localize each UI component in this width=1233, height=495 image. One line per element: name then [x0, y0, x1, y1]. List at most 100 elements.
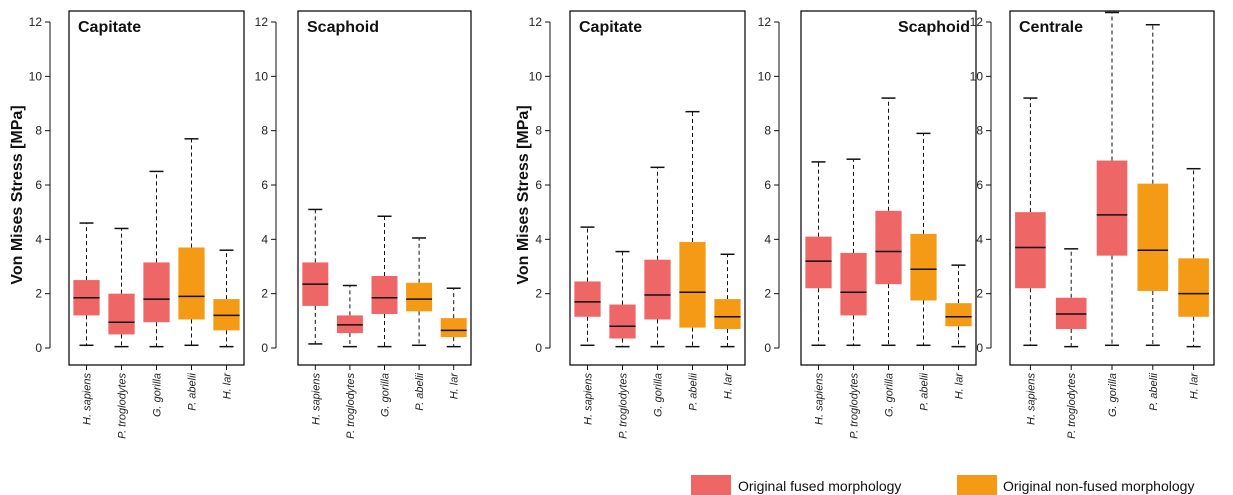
- panel-4: 0 2 4 6 8 10 12 Scaphoid H. sapiens P. troglodyte…: [758, 10, 977, 439]
- category-label: P. troglodytes: [117, 373, 129, 439]
- box-3: G. gorilla: [143, 170, 170, 417]
- y-tick-label: 2: [261, 287, 268, 301]
- panel-1: 0 2 4 6 8 10 12 Von Mises Stress [MPa] Capitate H…: [9, 10, 245, 439]
- box-iqr: [679, 242, 706, 328]
- box-3: G. gorilla: [644, 166, 671, 417]
- y-tick-label: 6: [976, 178, 983, 192]
- box-iqr: [143, 262, 170, 323]
- box-iqr: [1096, 160, 1128, 256]
- y-tick-label: 0: [976, 341, 983, 355]
- box-iqr: [875, 210, 902, 285]
- category-label: H. sapiens: [814, 373, 826, 425]
- box-iqr: [714, 299, 741, 329]
- y-tick-label: 2: [976, 287, 983, 301]
- y-tick-label: 8: [35, 124, 42, 138]
- y-tick-label: 0: [764, 341, 771, 355]
- y-tick-label: 2: [35, 287, 42, 301]
- y-tick-label: 0: [35, 341, 42, 355]
- box-iqr: [1015, 212, 1046, 289]
- box-iqr: [1137, 183, 1169, 291]
- box-4: P. abelii: [178, 138, 205, 411]
- panel-title: Capitate: [579, 19, 642, 36]
- category-label: P. troglodytes: [849, 373, 861, 439]
- panel-title: Scaphoid: [307, 19, 379, 36]
- y-tick-label: 4: [35, 232, 42, 246]
- y-axis-label: Von Mises Stress [MPa]: [515, 105, 532, 284]
- box-iqr: [840, 252, 867, 316]
- box-3: G. gorilla: [875, 97, 902, 417]
- box-5: H. lar: [440, 287, 467, 400]
- y-tick-label: 4: [976, 232, 983, 246]
- box-1: H. sapiens: [73, 222, 100, 425]
- box-2: P. troglodytes: [1055, 248, 1087, 439]
- box-4: P. abelii: [910, 132, 937, 411]
- legend: Original fused morphology Original non-fu…: [691, 475, 1194, 495]
- legend-swatch: [957, 475, 997, 495]
- category-label: H. lar: [449, 372, 461, 400]
- panel-title: Capitate: [78, 19, 141, 36]
- category-label: P. abelii: [414, 372, 426, 410]
- y-tick-label: 8: [764, 124, 771, 138]
- y-tick-label: 8: [535, 124, 542, 138]
- box-2: P. troglodytes: [336, 284, 363, 439]
- box-iqr: [1178, 258, 1209, 317]
- category-label: H. sapiens: [310, 373, 322, 425]
- category-label: H. sapiens: [583, 373, 595, 425]
- box-iqr: [644, 259, 671, 320]
- y-tick-label: 10: [29, 69, 43, 83]
- box-4: P. abelii: [406, 237, 433, 411]
- box-1: H. sapiens: [574, 226, 601, 425]
- box-iqr: [574, 281, 601, 317]
- y-tick-label: 8: [261, 124, 268, 138]
- y-tick-label: 0: [535, 341, 542, 355]
- category-label: H. sapiens: [1025, 373, 1037, 425]
- box-5: H. lar: [213, 249, 240, 399]
- box-iqr: [805, 236, 832, 289]
- category-label: H. sapiens: [82, 373, 94, 425]
- y-tick-label: 10: [529, 69, 543, 83]
- box-iqr: [108, 293, 135, 335]
- box-iqr: [371, 276, 398, 315]
- y-tick-label: 6: [35, 178, 42, 192]
- category-label: P. troglodytes: [618, 373, 630, 439]
- box-5: H. lar: [714, 253, 741, 399]
- y-tick-label: 12: [970, 15, 984, 29]
- y-tick-label: 10: [970, 69, 984, 83]
- panel-5: 0 2 4 6 8 10 12 Centrale H. sapiens P. troglodyte…: [970, 10, 1215, 439]
- y-tick-label: 6: [535, 178, 542, 192]
- category-label: P. troglodytes: [1066, 373, 1078, 439]
- box-4: P. abelii: [679, 110, 706, 411]
- y-tick-label: 0: [261, 341, 268, 355]
- category-label: P. abelii: [919, 372, 931, 410]
- y-tick-label: 4: [535, 232, 542, 246]
- legend-item-2: Original non-fused morphology: [957, 475, 1194, 495]
- category-label: G. gorilla: [884, 373, 896, 417]
- y-tick-label: 2: [764, 287, 771, 301]
- box-iqr: [945, 303, 972, 327]
- y-tick-label: 10: [758, 69, 772, 83]
- y-tick-label: 12: [529, 15, 543, 29]
- box-3: G. gorilla: [371, 215, 398, 417]
- y-tick-label: 4: [764, 232, 771, 246]
- legend-label: Original fused morphology: [738, 478, 901, 494]
- box-iqr: [178, 247, 205, 320]
- box-5: H. lar: [945, 264, 972, 399]
- panel-title: Scaphoid: [898, 19, 970, 36]
- box-4: P. abelii: [1137, 23, 1169, 411]
- box-iqr: [609, 304, 636, 339]
- box-2: P. troglodytes: [840, 158, 867, 439]
- y-axis-label: Von Mises Stress [MPa]: [9, 105, 26, 284]
- panel-title: Centrale: [1019, 19, 1083, 36]
- panel-2: 0 2 4 6 8 10 12 Scaphoid H. sapiens P. troglodyte…: [255, 10, 472, 439]
- y-tick-label: 2: [535, 287, 542, 301]
- y-tick-label: 6: [764, 178, 771, 192]
- category-label: G. gorilla: [653, 373, 665, 417]
- box-2: P. troglodytes: [609, 250, 636, 439]
- panel-3: 0 2 4 6 8 10 12 Von Mises Stress [MPa] Capitate H…: [515, 10, 746, 439]
- box-3: G. gorilla: [1096, 11, 1128, 417]
- category-label: H. lar: [1189, 372, 1201, 400]
- box-2: P. troglodytes: [108, 227, 135, 439]
- legend-item-1: Original fused morphology: [691, 475, 901, 495]
- y-tick-label: 12: [758, 15, 772, 29]
